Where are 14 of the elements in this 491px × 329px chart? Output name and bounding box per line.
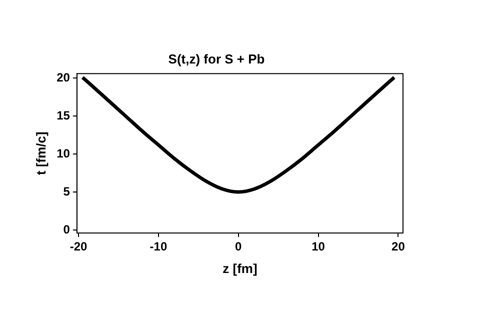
- x-tick-label: 10: [312, 240, 326, 254]
- x-tick-label: -20: [70, 240, 88, 254]
- y-axis-title: t [fm/c]: [33, 132, 48, 175]
- y-tick-label: 20: [56, 70, 70, 84]
- x-tick-label: -10: [150, 240, 168, 254]
- y-tick-label: 5: [63, 184, 70, 198]
- x-tick-label: 0: [235, 240, 242, 254]
- x-axis-title: z [fm]: [222, 260, 258, 276]
- chart-title: S(t,z) for S + Pb: [168, 51, 265, 66]
- y-tick-label: 15: [56, 108, 70, 122]
- y-tick-label: 10: [56, 146, 70, 160]
- line-series: [80, 76, 396, 194]
- y-tick-label: 0: [63, 222, 70, 236]
- x-tick-label: 20: [392, 240, 406, 254]
